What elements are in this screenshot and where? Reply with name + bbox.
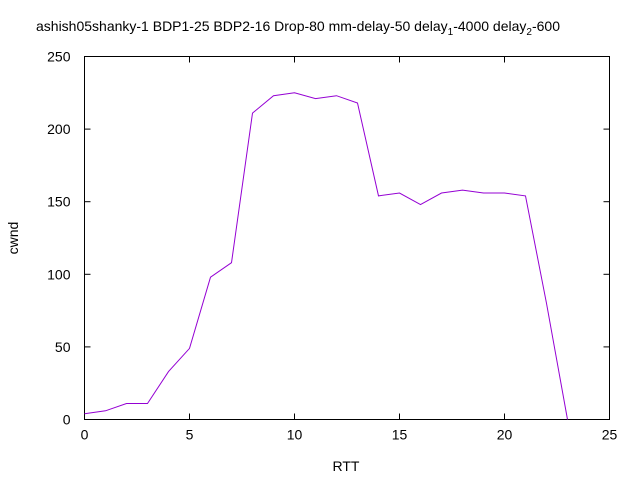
x-tick-label: 10 [287,427,303,443]
y-axis-label: cwnd [5,222,21,255]
x-tick-label: 5 [186,427,194,443]
axis-ticks [84,56,610,420]
plot-frame [84,56,610,420]
y-tick-label: 150 [47,194,71,210]
series-line [84,92,568,420]
chart-title-sub1: 1 [447,27,454,38]
x-tick-label: 0 [81,427,89,443]
chart-title-sub2: 2 [526,27,532,38]
y-tick-label: 250 [47,49,71,65]
chart-title-part3: -600 [531,18,560,34]
chart-title-part1: ashish05shanky-1 BDP1-25 BDP2-16 Drop-80… [36,18,448,34]
y-tick-label: 50 [55,339,71,355]
series-group [84,92,568,420]
chart-title-part2: -4000 delay [453,18,527,34]
y-tick-label: 200 [47,121,71,137]
x-tick-label: 25 [602,427,618,443]
y-tick-label: 0 [63,412,71,428]
x-axis-label: RTT [333,458,360,474]
y-tick-label: 100 [47,266,71,282]
chart-title: ashish05shanky-1 BDP1-25 BDP2-16 Drop-80… [0,18,640,38]
x-tick-label: 20 [497,427,513,443]
x-tick-label: 15 [392,427,408,443]
